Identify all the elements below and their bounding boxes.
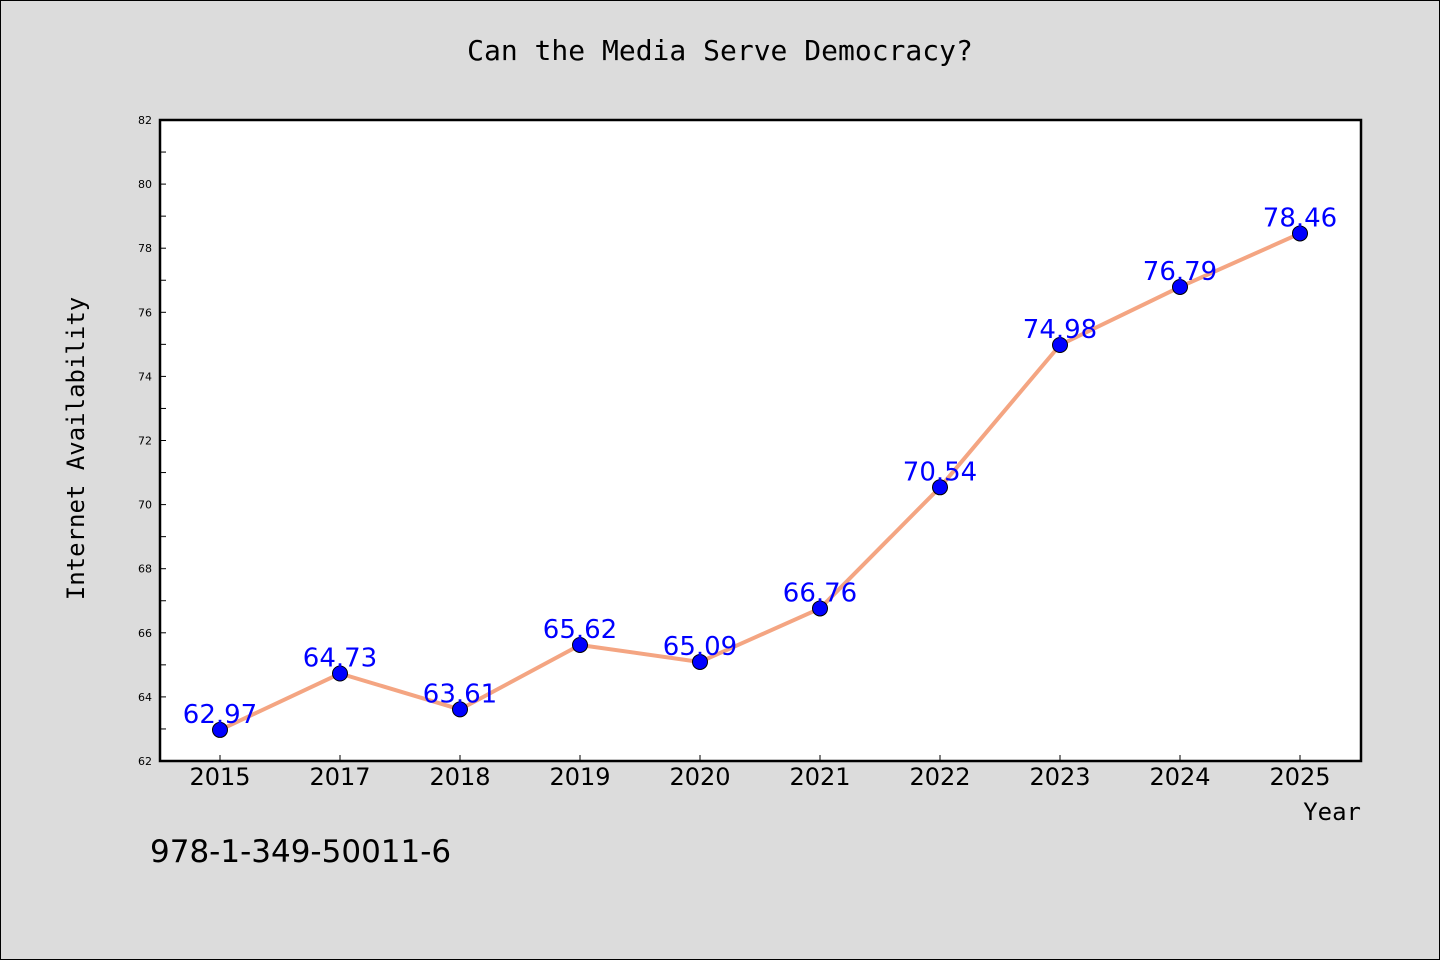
data-point — [1052, 336, 1068, 353]
x-tick-label: 2018 — [429, 763, 490, 791]
x-tick-label: 2021 — [789, 763, 850, 791]
plot-background — [160, 120, 1361, 761]
data-point — [452, 701, 468, 718]
y-tick-label: 82 — [138, 114, 152, 127]
x-tick-label: 2023 — [1029, 763, 1090, 791]
chart-title: Can the Media Serve Democracy? — [467, 34, 973, 67]
y-tick-label: 76 — [138, 306, 152, 319]
y-axis-title: Internet Availability — [62, 297, 90, 600]
x-tick-label: 2017 — [309, 763, 370, 791]
data-point — [692, 653, 708, 670]
y-tick-label: 74 — [138, 370, 152, 383]
data-point — [212, 721, 228, 738]
data-point — [812, 600, 828, 617]
plot-area: 62 64 66 68 70 72 74 76 78 80 82 2015 2017 2018 2019 20… — [62, 114, 1363, 826]
y-tick-label: 64 — [138, 691, 152, 704]
data-label: 62.97 — [183, 700, 257, 730]
data-point — [572, 636, 588, 653]
data-point — [932, 479, 948, 496]
y-tick-label: 62 — [138, 755, 152, 768]
data-label: 64.73 — [303, 644, 377, 674]
x-axis-title: Year — [1303, 798, 1361, 826]
plot-border — [158, 118, 1363, 763]
data-label: 74.98 — [1023, 315, 1097, 345]
x-tick-label: 2025 — [1269, 763, 1330, 791]
x-tick-label: 2024 — [1149, 763, 1210, 791]
y-tick-label: 72 — [138, 435, 152, 448]
data-label: 66.76 — [783, 578, 857, 608]
footnote-isbn: 978-1-349-50011-6 — [150, 834, 452, 870]
x-tick-label: 2020 — [669, 763, 730, 791]
data-label: 76.79 — [1143, 257, 1217, 287]
data-point — [332, 665, 348, 682]
data-label: 78.46 — [1263, 203, 1337, 233]
x-tick-label: 2022 — [909, 763, 970, 791]
data-label: 63.61 — [423, 679, 497, 709]
y-tick-label: 66 — [138, 627, 152, 640]
y-tick-label: 70 — [138, 499, 152, 512]
series-line — [219, 231, 1301, 732]
x-tick-label: 2019 — [549, 763, 610, 791]
data-label: 70.54 — [903, 457, 977, 487]
data-label: 65.62 — [543, 615, 617, 645]
data-label: 65.09 — [663, 632, 737, 662]
x-tick-label: 2015 — [189, 763, 250, 791]
y-tick-label: 80 — [138, 178, 152, 191]
y-tick-label: 68 — [138, 563, 152, 576]
data-point — [1172, 278, 1188, 295]
data-point — [1292, 225, 1308, 242]
y-tick-label: 78 — [138, 242, 152, 255]
